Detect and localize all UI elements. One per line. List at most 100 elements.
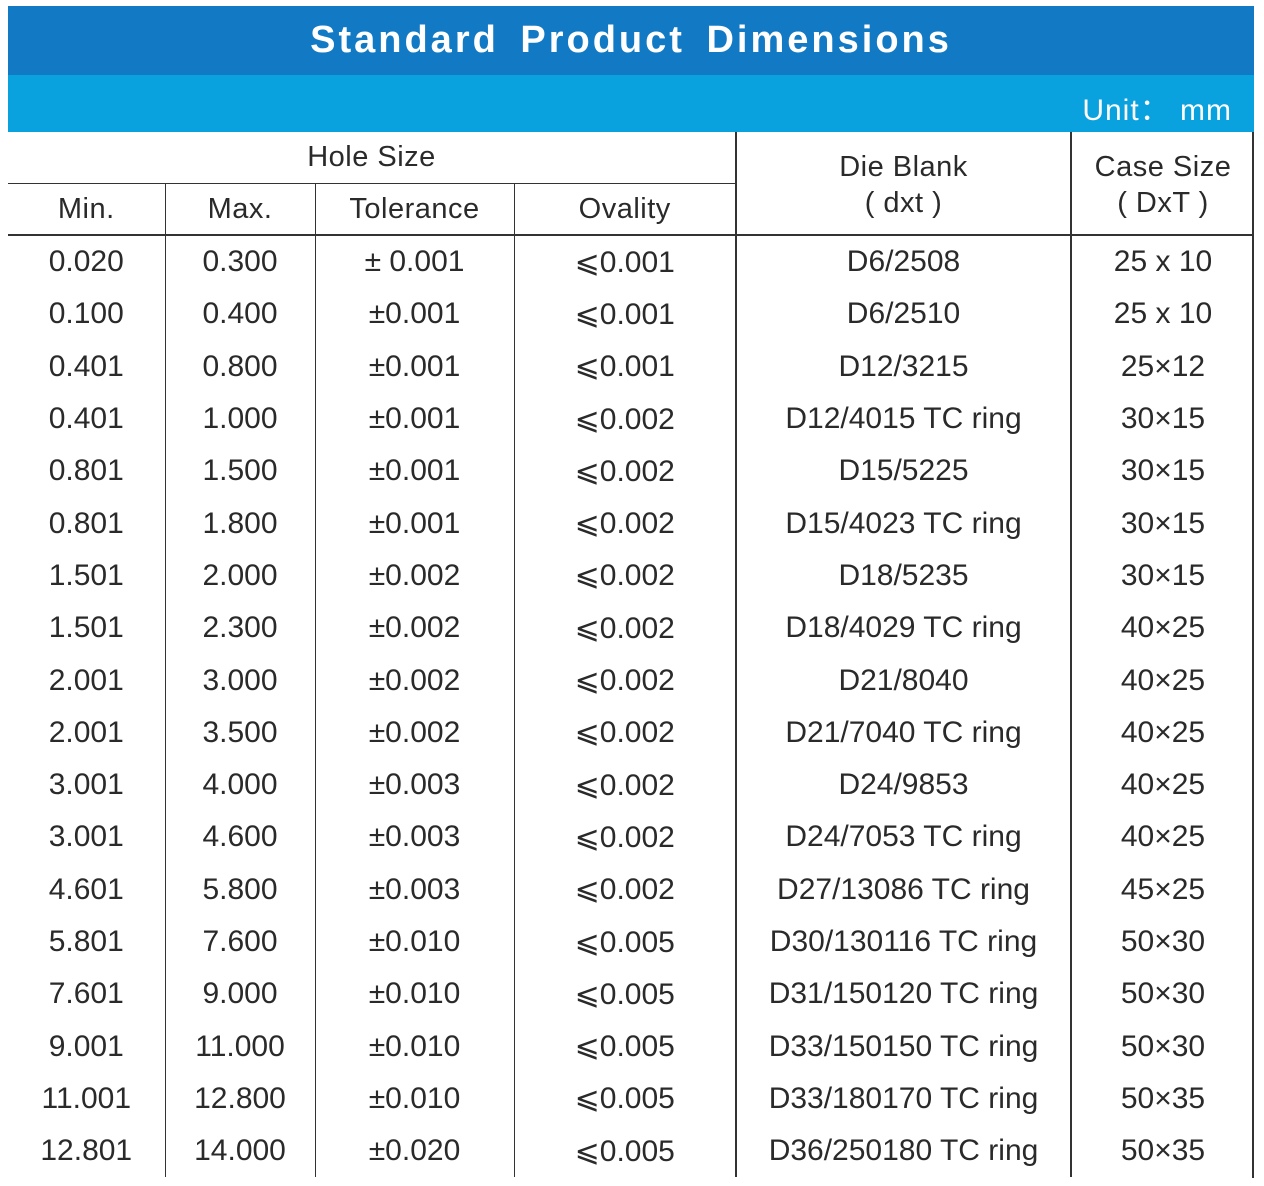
cell-ovality: ⩽0.002 (513, 549, 736, 603)
cell-tolerance: ±0.010 (314, 968, 514, 1021)
cell-min: 0.401 (48, 349, 124, 383)
table-row: 2.001 3.000 ±0.002 ⩽0.002 D21/8040 40×25 (8, 654, 1254, 707)
cell-die-blank: D31/150120 TC ring (735, 968, 1071, 1021)
table-row: 9.001 11.000 ±0.010 ⩽0.005 D33/150150 TC rin… (8, 1020, 1254, 1073)
cell-case-size: 45×25 (1070, 863, 1254, 916)
table-row: 12.801 14.000 ±0.020 ⩽0.005 D36/250180 TC ri… (8, 1125, 1254, 1178)
cell-ovality: ⩽0.005 (513, 1020, 736, 1073)
cell-max: 1.500 (164, 445, 315, 498)
cell-tolerance: ±0.001 (314, 497, 514, 550)
table-row: 11.001 12.800 ±0.010 ⩽0.005 D33/180170 TC ri… (8, 1072, 1254, 1126)
cell-case-size: 25 x 10 (1070, 288, 1254, 341)
cell-min: 0.401 (48, 402, 124, 436)
cell-ovality: ⩽0.005 (513, 1072, 736, 1126)
cell-tolerance: ±0.010 (314, 915, 514, 969)
cell-max: 1.800 (164, 497, 315, 550)
table-row: 1.501 2.000 ±0.002 ⩽0.002 D18/5235 30×15 (8, 549, 1254, 603)
cell-case-size: 30×15 (1070, 445, 1254, 498)
cell-ovality: ⩽0.001 (513, 235, 736, 289)
cell-tolerance: ±0.002 (314, 706, 514, 759)
cell-max: 12.800 (164, 1072, 315, 1126)
cell-min: 1.501 (48, 611, 124, 645)
cell-case-size: 40×25 (1070, 758, 1254, 812)
cell-tolerance: ±0.010 (314, 1072, 514, 1126)
cell-die-blank: D18/4029 TC ring (735, 602, 1071, 655)
table-row: 7.601 9.000 ±0.010 ⩽0.005 D31/150120 TC ring… (8, 968, 1254, 1021)
table-row: 0.401 1.000 ±0.001 ⩽0.002 D12/4015 TC ring 30… (8, 392, 1254, 446)
cell-case-size: 30×15 (1070, 497, 1254, 550)
cell-ovality: ⩽0.002 (513, 445, 736, 498)
cell-die-blank: D24/7053 TC ring (735, 811, 1071, 864)
cell-min: 12.801 (40, 1134, 133, 1168)
header-tolerance: Tolerance (314, 183, 514, 235)
cell-max: 1.000 (164, 392, 315, 446)
cell-die-blank: D6/2508 (735, 235, 1071, 289)
cell-max: 7.600 (164, 915, 315, 969)
cell-tolerance: ±0.003 (314, 811, 514, 864)
cell-min: 2.001 (48, 715, 124, 749)
cell-max: 14.000 (164, 1125, 315, 1178)
cell-ovality: ⩽0.002 (513, 392, 736, 446)
table-row: 1.501 2.300 ±0.002 ⩽0.002 D18/4029 TC ring 40… (8, 602, 1254, 655)
header-die-blank: Die Blank ( dxt ) (735, 132, 1071, 235)
table-body: 0.020 0.300 ± 0.001 ⩽0.001 D6/2508 25 x 10 0.1… (8, 235, 1254, 1178)
cell-tolerance: ±0.002 (314, 654, 514, 707)
cell-case-size: 40×25 (1070, 602, 1254, 655)
cell-tolerance: ±0.002 (314, 549, 514, 603)
table-row: 4.601 5.800 ±0.003 ⩽0.002 D27/13086 TC ring 4… (8, 863, 1254, 916)
cell-tolerance: ±0.020 (314, 1125, 514, 1178)
cell-tolerance: ±0.003 (314, 758, 514, 812)
table-row: 3.001 4.000 ±0.003 ⩽0.002 D24/9853 40×25 (8, 758, 1254, 812)
cell-ovality: ⩽0.001 (513, 340, 736, 393)
table-row: 3.001 4.600 ±0.003 ⩽0.002 D24/7053 TC ring 40… (8, 811, 1254, 864)
cell-case-size: 25 x 10 (1070, 235, 1254, 289)
cell-tolerance: ±0.001 (314, 392, 514, 446)
cell-case-size: 25×12 (1070, 340, 1254, 393)
table-row: 0.020 0.300 ± 0.001 ⩽0.001 D6/2508 25 x 10 (8, 235, 1254, 289)
cell-min: 7.601 (48, 977, 124, 1011)
cell-max: 9.000 (164, 968, 315, 1021)
table-row: 0.801 1.500 ±0.001 ⩽0.002 D15/5225 30×15 (8, 445, 1254, 498)
header-case-size-label: Case Size (1094, 151, 1232, 183)
cell-case-size: 30×15 (1070, 392, 1254, 446)
cell-min: 11.001 (41, 1081, 132, 1115)
header-max: Max. (164, 183, 315, 235)
cell-tolerance: ±0.001 (314, 288, 514, 341)
cell-ovality: ⩽0.002 (513, 654, 736, 707)
cell-ovality: ⩽0.002 (513, 863, 736, 916)
cell-max: 11.000 (164, 1020, 315, 1073)
dimensions-sheet: Standard Product Dimensions Unit： mm Hol… (8, 6, 1254, 1178)
header-case-size: Case Size ( DxT ) (1070, 132, 1254, 235)
cell-ovality: ⩽0.002 (513, 706, 736, 759)
cell-tolerance: ±0.003 (314, 863, 514, 916)
cell-die-blank: D33/180170 TC ring (735, 1072, 1071, 1126)
table-right-border (1252, 132, 1254, 1178)
cell-ovality: ⩽0.005 (513, 915, 736, 969)
cell-tolerance: ± 0.001 (314, 235, 514, 289)
cell-max: 3.500 (164, 706, 315, 759)
cell-min: 0.801 (48, 506, 124, 540)
cell-case-size: 50×30 (1070, 1020, 1254, 1073)
cell-max: 2.300 (164, 602, 315, 655)
table-row: 0.401 0.800 ±0.001 ⩽0.001 D12/3215 25×12 (8, 340, 1254, 393)
cell-min: 4.601 (48, 872, 124, 906)
cell-die-blank: D30/130116 TC ring (735, 915, 1071, 969)
cell-case-size: 30×15 (1070, 549, 1254, 603)
cell-case-size: 50×35 (1070, 1072, 1254, 1126)
header-die-blank-sub: ( dxt ) (864, 187, 943, 219)
cell-min: 0.100 (48, 297, 124, 331)
cell-max: 3.000 (164, 654, 315, 707)
cell-die-blank: D12/3215 (735, 340, 1071, 393)
cell-max: 0.300 (164, 235, 315, 289)
cell-die-blank: D6/2510 (735, 288, 1071, 341)
cell-die-blank: D24/9853 (735, 758, 1071, 812)
unit-label: Unit： mm (1082, 94, 1232, 127)
cell-die-blank: D18/5235 (735, 549, 1071, 603)
cell-case-size: 40×25 (1070, 654, 1254, 707)
header-ovality: Ovality (513, 183, 736, 235)
cell-min: 5.801 (48, 925, 124, 958)
cell-die-blank: D15/5225 (735, 445, 1071, 498)
cell-case-size: 40×25 (1070, 811, 1254, 864)
cell-ovality: ⩽0.002 (513, 497, 736, 550)
cell-ovality: ⩽0.002 (513, 758, 736, 812)
